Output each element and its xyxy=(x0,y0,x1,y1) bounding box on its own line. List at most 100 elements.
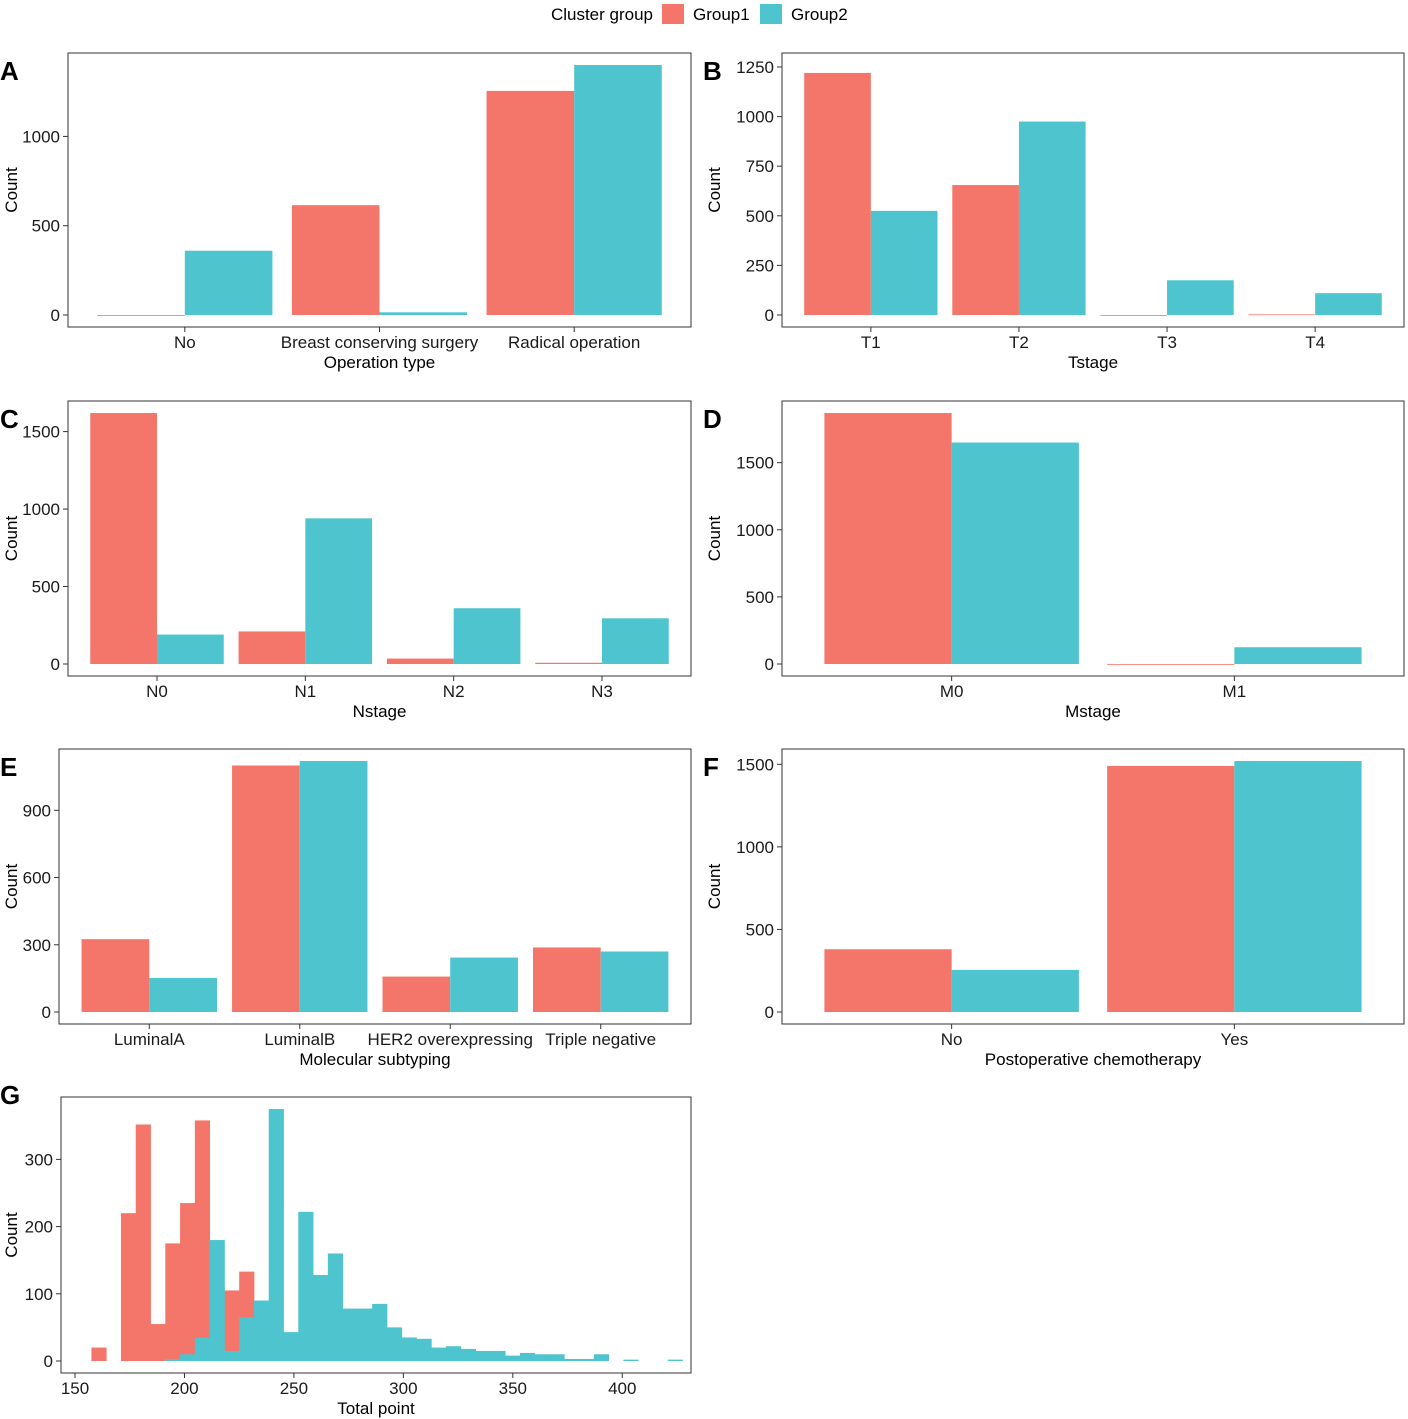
x-tick-label: N2 xyxy=(443,682,465,701)
hist-bar-group2-19 xyxy=(372,1303,388,1361)
bar-group2-3 xyxy=(1315,293,1382,315)
hist-bar-group2-25 xyxy=(460,1348,477,1361)
hist-bar-group2-14 xyxy=(298,1211,314,1361)
x-tick-label: Radical operation xyxy=(508,333,640,352)
hist-bar-group1-4 xyxy=(150,1324,166,1361)
hist-bar-group1-6 xyxy=(180,1203,196,1361)
y-tick-label: 500 xyxy=(746,207,774,226)
x-tick-label: T1 xyxy=(861,333,881,352)
y-tick-label: 500 xyxy=(32,217,60,236)
x-tick-label: Triple negative xyxy=(545,1030,656,1049)
bar-group2-0 xyxy=(951,442,1079,664)
y-tick-label: 0 xyxy=(765,655,774,674)
x-tick-label: LuminalA xyxy=(114,1030,186,1049)
y-tick-label: 0 xyxy=(42,1003,51,1022)
y-axis-title: Count xyxy=(705,864,724,910)
bar-group1-2 xyxy=(386,658,454,664)
hist-bar-group1-0 xyxy=(91,1347,107,1361)
bar-group2-1 xyxy=(1234,647,1362,664)
hist-bar-group2-15 xyxy=(313,1274,329,1361)
bar-group1-2 xyxy=(1100,315,1168,316)
hist-bar-group2-32 xyxy=(564,1358,580,1361)
y-tick-label: 0 xyxy=(51,655,60,674)
bar-group1-0 xyxy=(804,72,871,315)
x-tick-label: 150 xyxy=(61,1379,89,1398)
x-tick-label: T2 xyxy=(1009,333,1029,352)
hist-bar-group2-27 xyxy=(490,1350,506,1361)
hist-bar-group2-36 xyxy=(623,1359,639,1361)
bar-group1-1 xyxy=(238,631,306,664)
y-tick-label: 600 xyxy=(23,869,51,888)
y-tick-label: 1000 xyxy=(736,838,774,857)
bar-group1-1 xyxy=(1107,664,1235,665)
bar-group2-3 xyxy=(600,951,669,1012)
bar-group1-2 xyxy=(382,976,451,1012)
panel-label: C xyxy=(0,404,19,434)
x-tick-label: 400 xyxy=(608,1379,636,1398)
hist-bar-group2-34 xyxy=(593,1354,609,1361)
bar-group1-0 xyxy=(824,949,952,1012)
hist-bar-group2-30 xyxy=(534,1354,550,1361)
bar-group1-0 xyxy=(97,315,185,316)
y-tick-label: 1000 xyxy=(22,500,60,519)
panel-border xyxy=(58,748,692,1025)
bar-group2-2 xyxy=(574,65,662,315)
x-tick-label: 300 xyxy=(389,1379,417,1398)
panel-a: A No Breast conserving surgery Radical oper… xyxy=(0,52,692,372)
bar-group2-1 xyxy=(305,518,373,664)
hist-bar-group2-16 xyxy=(327,1253,344,1361)
bar-group1-1 xyxy=(952,185,1019,315)
hist-bar-group2-17 xyxy=(342,1308,358,1361)
y-tick-label: 1000 xyxy=(736,108,774,127)
hist-bar-group1-7 xyxy=(194,1120,211,1361)
hist-bar-group1-2 xyxy=(120,1213,137,1361)
hist-bar-group2-22 xyxy=(416,1338,432,1361)
panel-c: C N0 N1 N2 N3 0 500 1000 1500 Nstage Count xyxy=(0,400,692,721)
panel-label: B xyxy=(703,56,722,86)
bar-group1-0 xyxy=(824,413,952,664)
x-tick-label: T3 xyxy=(1157,333,1177,352)
y-axis-title: Count xyxy=(2,864,21,910)
x-axis-title: Molecular subtyping xyxy=(299,1050,450,1069)
panel-label: E xyxy=(0,752,17,782)
hist-bar-group2-8 xyxy=(209,1240,225,1361)
hist-bar-group1-3 xyxy=(135,1124,151,1361)
y-tick-label: 500 xyxy=(32,578,60,597)
panel-border xyxy=(60,1096,692,1374)
hist-bar-group1-9 xyxy=(224,1290,240,1361)
bar-group2-1 xyxy=(379,312,468,315)
bar-group2-0 xyxy=(184,250,273,315)
hist-bar-group2-39 xyxy=(667,1359,683,1361)
hist-bar-group2-5 xyxy=(165,1358,181,1361)
bar-group2-2 xyxy=(1167,280,1234,315)
x-tick-label: Breast conserving surgery xyxy=(281,333,479,352)
legend: Cluster group Group1 Group2 xyxy=(551,4,848,24)
hist-bar-group2-10 xyxy=(239,1317,255,1361)
legend-label-group2: Group2 xyxy=(791,5,848,24)
x-axis-title: Operation type xyxy=(324,353,436,372)
y-axis-title: Count xyxy=(2,167,21,213)
hist-bar-group2-24 xyxy=(446,1346,462,1361)
y-tick-label: 1000 xyxy=(736,521,774,540)
panel-d: D M0 M1 0 500 1000 1500 Mstage Count xyxy=(703,400,1405,721)
bar-group1-1 xyxy=(1107,765,1235,1012)
hist-bar-group2-20 xyxy=(386,1327,403,1361)
bar-group2-2 xyxy=(453,608,521,664)
y-tick-label: 300 xyxy=(23,936,51,955)
legend-swatch-group1 xyxy=(662,4,684,24)
hist-bar-group2-29 xyxy=(519,1352,536,1361)
panel-border xyxy=(67,400,692,677)
y-tick-label: 1500 xyxy=(736,755,774,774)
x-tick-label: Yes xyxy=(1220,1030,1248,1049)
hist-bar-group2-28 xyxy=(505,1355,521,1361)
bar-group1-3 xyxy=(1248,314,1316,316)
x-axis-title: Nstage xyxy=(353,702,407,721)
y-tick-label: 0 xyxy=(44,1352,53,1371)
bar-group1-1 xyxy=(291,205,380,315)
hist-bar-group2-11 xyxy=(253,1300,270,1361)
bar-group1-0 xyxy=(81,939,150,1012)
hist-bar-group1-5 xyxy=(165,1243,181,1361)
x-tick-label: HER2 overexpressing xyxy=(368,1030,533,1049)
